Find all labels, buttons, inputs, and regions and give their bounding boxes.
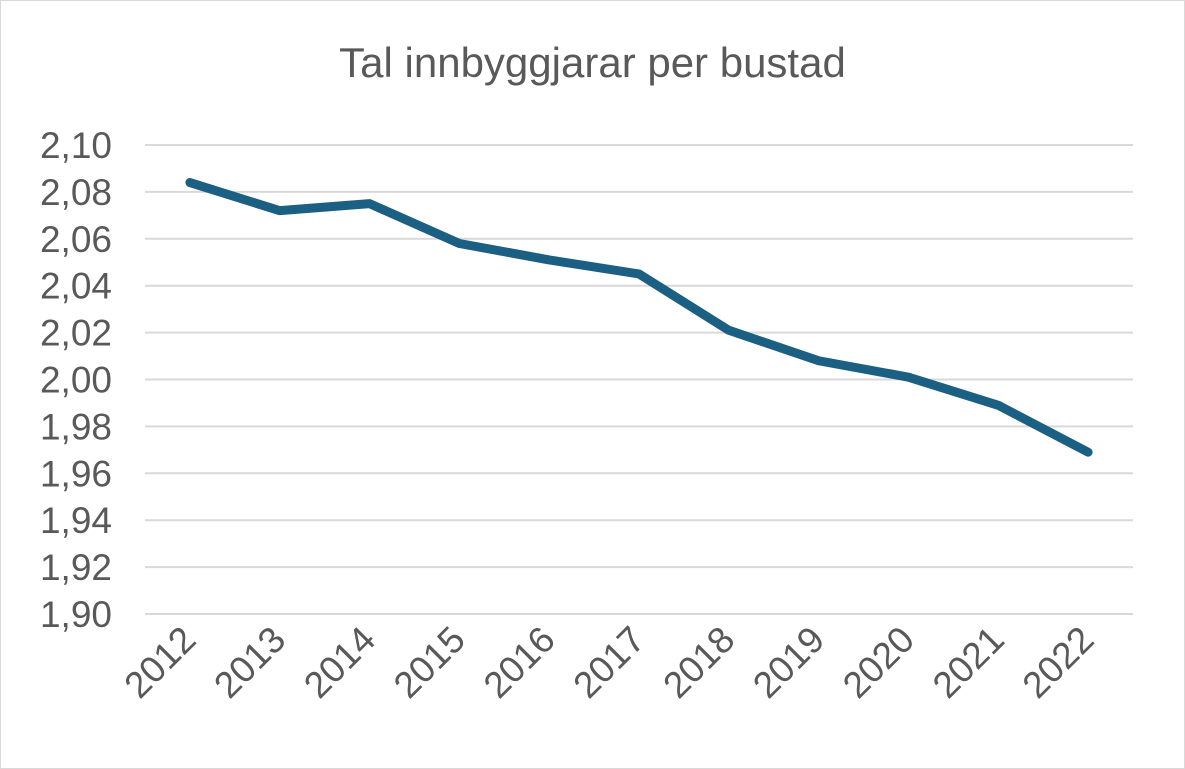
series-group: [185, 178, 1093, 457]
x-tick-label: 2016: [476, 619, 563, 706]
x-tick-label: 2022: [1015, 619, 1102, 706]
y-tick-label: 2,00: [40, 360, 112, 401]
x-tick-label: 2014: [296, 619, 383, 706]
y-tick-label: 1,90: [40, 594, 112, 635]
y-tick-label: 2,02: [40, 313, 112, 354]
x-axis-ticks: 2012 2013 2014 2015 2016 2017 2018 2019 2020 2021…: [116, 619, 1101, 706]
x-tick-label: 2019: [745, 619, 832, 706]
chart-title: Tal innbyggjarar per bustad: [339, 39, 846, 86]
y-tick-label: 2,08: [40, 172, 112, 213]
x-tick-label: 2015: [386, 619, 473, 706]
y-tick-label: 1,96: [40, 453, 112, 494]
series-line: [185, 178, 1093, 457]
y-tick-label: 1,94: [40, 500, 112, 541]
y-tick-label: 2,04: [40, 266, 112, 307]
y-tick-label: 2,10: [40, 125, 112, 166]
y-tick-label: 1,92: [40, 547, 112, 588]
y-tick-label: 1,98: [40, 406, 112, 447]
x-tick-label: 2018: [655, 619, 742, 706]
x-tick-label: 2021: [925, 619, 1012, 706]
y-axis-ticks: 1,90 1,92 1,94 1,96 1,98 2,00 2,02 2,04 2,06 2,08…: [40, 125, 112, 635]
x-tick-label: 2020: [835, 619, 922, 706]
gridlines: [145, 144, 1133, 615]
x-tick-label: 2017: [565, 619, 652, 706]
y-tick-label: 2,06: [40, 219, 112, 260]
x-tick-label: 2013: [206, 619, 293, 706]
x-tick-label: 2012: [116, 619, 203, 706]
